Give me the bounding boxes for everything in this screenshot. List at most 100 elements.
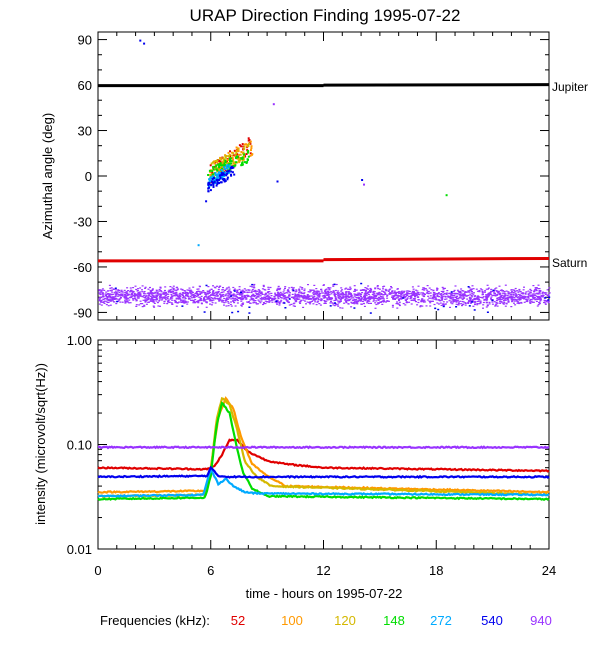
band-point [379,295,382,298]
band-point [147,301,150,303]
band-point [526,300,529,302]
band-point [112,298,115,300]
bottom-x-tick-label: 12 [316,563,330,578]
band-point [108,295,111,297]
band-point [357,301,360,303]
band-point [137,293,139,295]
band-point [258,294,261,296]
band-point [255,297,258,299]
band-point [429,295,432,297]
band-point [152,293,155,295]
band-point [126,294,129,296]
band-point [137,295,140,297]
band-point [251,299,254,301]
bottom-plot-data [97,396,550,501]
band-point [478,299,481,301]
band-point [538,297,541,299]
band-point [120,289,123,291]
band-point [530,301,533,303]
band-point [159,286,162,288]
band-point [199,298,202,300]
band-point [363,289,366,291]
band-point [298,288,301,290]
band-point [334,296,337,298]
band-point [252,294,255,296]
cluster-point [211,170,214,173]
legend-item-540: 540 [481,613,503,628]
band-point [509,292,512,294]
band-point [224,301,227,303]
band-point [406,298,409,300]
band-point [407,290,410,292]
band-point [473,298,476,300]
band-point [423,288,426,290]
band-point [216,292,219,294]
band-point [452,301,455,303]
band-point [154,292,157,294]
band-point [405,290,408,292]
band-point [306,296,309,298]
band-point [269,286,272,289]
band-point [155,300,158,302]
cluster-point [226,176,229,179]
band-point [496,297,499,299]
band-point [338,298,341,300]
band-point [258,292,261,294]
band-point [128,299,131,301]
cluster-point [209,189,212,192]
band-point [242,298,245,300]
band-point [470,302,472,304]
band-point [372,292,375,294]
band-point [214,295,217,297]
band-point [474,301,477,303]
cluster-point [243,148,246,150]
band-point [311,289,314,291]
band-point [359,298,362,300]
cluster-point [235,151,238,154]
band-point [376,303,379,305]
band-point [263,288,266,291]
band-point [234,300,237,302]
band-point [172,293,175,295]
band-point [274,297,277,299]
band-point [232,300,235,302]
band-point [395,297,398,299]
band-point [151,294,154,296]
band-point [128,297,131,299]
band-point [309,303,312,305]
band-point [267,298,270,300]
band-point [296,294,298,296]
cluster-point [231,167,234,169]
band-point [541,292,544,294]
band-point [481,297,484,299]
cluster-point [241,143,244,146]
band-point [422,295,425,297]
band-point [517,298,520,300]
band-point [490,288,493,290]
band-point [403,294,406,296]
band-point [312,297,315,299]
band-point [136,290,139,292]
band-point [149,289,152,292]
cluster-point [243,145,246,148]
band-point [219,295,222,297]
band-point [315,297,318,299]
band-point [113,301,116,303]
band-point [386,294,389,296]
band-point [485,294,488,296]
band-point [328,289,331,291]
band-point [431,300,434,302]
band-point [546,289,549,291]
band-point [368,289,371,291]
band-point [228,296,231,298]
band-point [345,287,348,289]
cluster-point [224,164,226,167]
band-point [167,293,170,295]
band-point [247,295,250,297]
band-point [171,303,174,305]
band-point [499,297,502,299]
band-point [399,295,402,298]
band-point [292,297,295,300]
cluster-point [250,147,253,150]
band-point [340,297,343,299]
